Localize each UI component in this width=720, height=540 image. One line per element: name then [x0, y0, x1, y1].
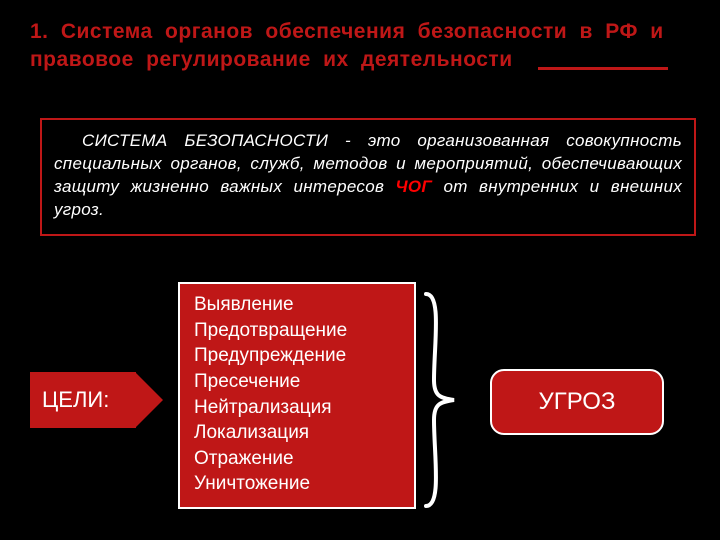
list-item: Пресечение — [194, 369, 404, 395]
definition-lead: СИСТЕМА БЕЗОПАСНОСТИ — [82, 131, 328, 150]
list-item: Отражение — [194, 446, 404, 472]
title-underline — [538, 67, 668, 70]
goals-list-box: Выявление Предотвращение Предупреждение … — [178, 282, 416, 509]
goals-label-box: ЦЕЛИ: — [30, 372, 136, 428]
list-item: Предотвращение — [194, 318, 404, 344]
definition-dash: - — [328, 131, 368, 150]
definition-highlight: ЧОГ — [396, 177, 433, 196]
threat-box: УГРОЗ — [490, 369, 664, 435]
threat-label: УГРОЗ — [539, 388, 616, 416]
definition-box: СИСТЕМА БЕЗОПАСНОСТИ - это организованна… — [40, 118, 696, 236]
list-item: Уничтожение — [194, 471, 404, 497]
list-item: Предупреждение — [194, 343, 404, 369]
chevron-right-icon — [135, 372, 163, 428]
list-item: Локализация — [194, 420, 404, 446]
list-item: Выявление — [194, 292, 404, 318]
slide: 1. Система органов обеспечения безопасно… — [0, 0, 720, 540]
goals-label-text: ЦЕЛИ: — [42, 387, 109, 413]
list-item: Нейтрализация — [194, 395, 404, 421]
brace-icon — [420, 290, 460, 510]
